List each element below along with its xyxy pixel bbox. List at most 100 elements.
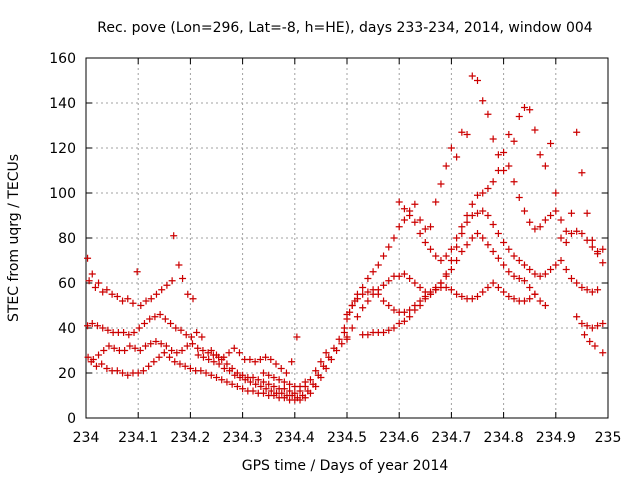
data-point <box>520 297 528 305</box>
data-point <box>515 113 523 120</box>
data-point <box>239 385 247 393</box>
data-point <box>437 180 445 188</box>
data-point <box>421 295 429 303</box>
data-point <box>364 297 372 305</box>
data-point <box>489 279 497 287</box>
data-point <box>126 342 134 350</box>
data-point <box>453 257 461 264</box>
data-point <box>520 261 528 269</box>
data-point <box>526 266 534 273</box>
y-axis-label: STEC from uqrg / TECUs <box>6 154 22 322</box>
data-point <box>468 200 476 208</box>
data-point <box>427 223 435 231</box>
x-tick-label: 234.1 <box>118 430 158 446</box>
data-point <box>259 389 267 397</box>
data-point <box>583 322 591 330</box>
data-point <box>359 284 367 291</box>
data-point <box>489 248 497 255</box>
data-point <box>536 272 544 280</box>
data-points <box>84 72 607 404</box>
data-point <box>145 362 153 370</box>
data-point <box>113 367 121 375</box>
data-point <box>578 320 586 327</box>
data-point <box>447 286 455 294</box>
data-point <box>259 378 267 386</box>
data-point <box>547 266 555 273</box>
data-point <box>427 245 435 253</box>
data-point <box>520 207 528 215</box>
data-point <box>411 279 419 287</box>
data-point <box>199 347 207 354</box>
data-point <box>494 254 502 262</box>
data-point <box>177 326 185 334</box>
data-point <box>104 326 112 334</box>
data-point <box>526 218 534 226</box>
data-point <box>588 288 596 296</box>
data-point <box>573 313 581 321</box>
data-point <box>395 320 403 327</box>
data-point <box>183 342 191 350</box>
data-point <box>453 234 461 242</box>
data-point <box>520 277 528 285</box>
data-point <box>162 342 170 350</box>
data-point <box>374 290 382 298</box>
data-point <box>447 266 455 273</box>
data-point <box>267 356 275 363</box>
data-point <box>552 189 560 197</box>
data-point <box>124 295 132 303</box>
data-point <box>500 149 508 156</box>
data-point <box>442 272 450 280</box>
data-point <box>210 358 218 366</box>
data-point <box>167 320 175 327</box>
data-point <box>395 223 403 231</box>
y-tick-label: 100 <box>49 186 76 202</box>
data-point <box>510 252 518 260</box>
data-point <box>500 239 508 246</box>
data-point <box>262 385 270 393</box>
data-point <box>202 369 210 377</box>
data-point <box>432 198 440 206</box>
data-point <box>189 295 197 303</box>
data-point <box>199 353 207 361</box>
data-point <box>309 380 317 388</box>
x-tick-label: 234.9 <box>536 430 576 446</box>
data-point <box>494 151 502 159</box>
data-point <box>84 353 92 361</box>
data-point <box>98 360 106 368</box>
data-point <box>335 335 343 343</box>
data-point <box>536 223 544 231</box>
y-tick-label: 120 <box>49 141 76 157</box>
data-point <box>125 331 133 339</box>
data-point <box>599 349 607 357</box>
data-point <box>385 326 393 334</box>
data-point <box>406 212 414 219</box>
data-point <box>108 290 116 298</box>
data-point <box>170 232 178 240</box>
data-point <box>395 198 403 206</box>
data-point <box>505 268 513 276</box>
data-point <box>489 135 497 143</box>
data-point <box>515 194 523 201</box>
data-point <box>197 367 205 375</box>
data-point <box>296 383 304 390</box>
data-point <box>479 97 487 105</box>
data-point <box>168 277 176 285</box>
data-point <box>151 313 159 321</box>
data-point <box>581 331 589 339</box>
data-point <box>267 387 275 395</box>
data-point <box>416 230 424 237</box>
data-point <box>484 110 492 118</box>
data-point <box>265 380 273 388</box>
data-point <box>317 358 325 366</box>
data-point <box>278 389 286 397</box>
data-point <box>230 344 238 352</box>
data-point <box>139 367 147 375</box>
data-point <box>103 286 111 294</box>
data-point <box>228 365 236 372</box>
data-point <box>343 333 351 341</box>
data-point <box>374 261 382 269</box>
data-point <box>520 104 528 111</box>
data-point <box>510 178 518 186</box>
data-point <box>557 216 565 224</box>
